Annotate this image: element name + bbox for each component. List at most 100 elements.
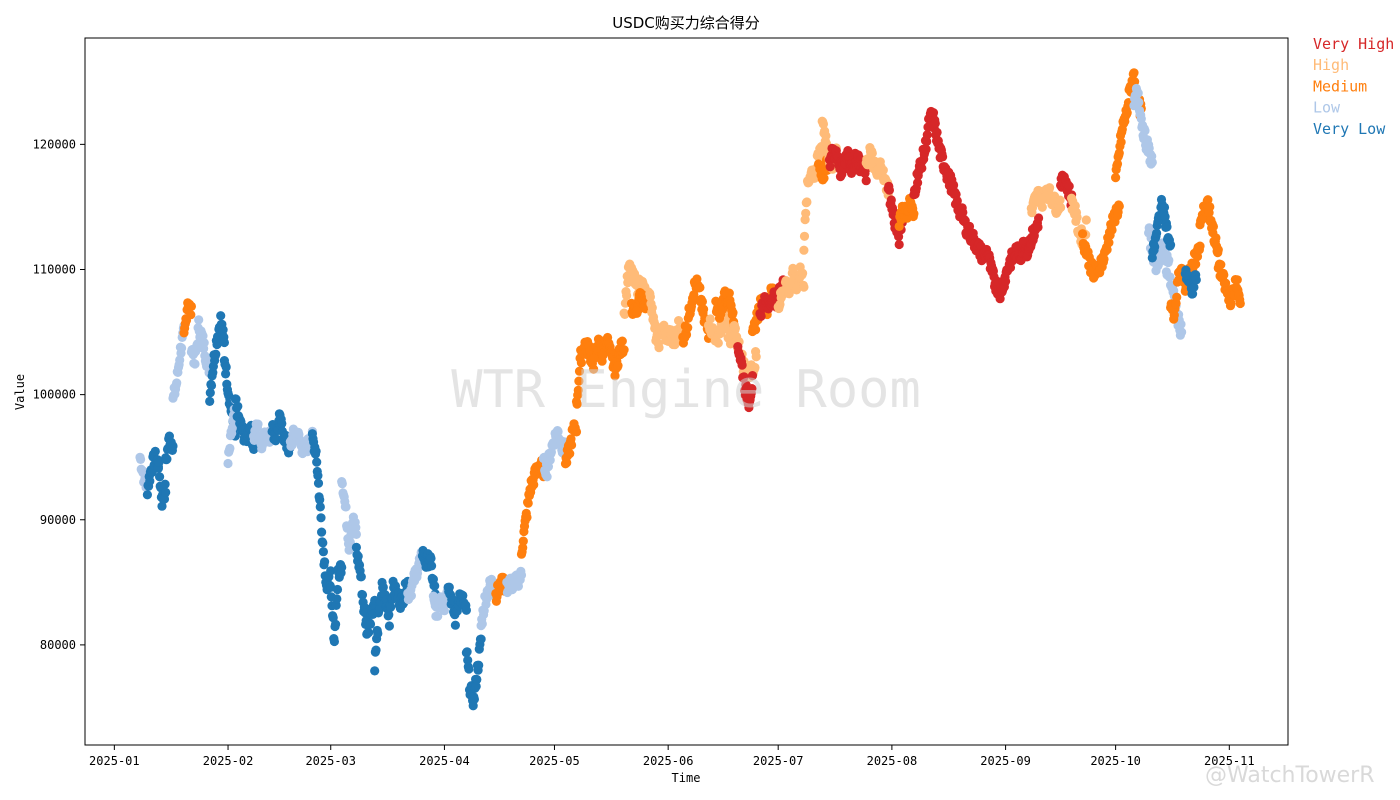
data-point-medium	[728, 308, 738, 318]
data-point-high	[730, 323, 741, 333]
data-point-low	[1176, 319, 1186, 329]
data-point-high	[705, 314, 715, 324]
data-point-very-low	[332, 584, 343, 595]
data-point-very-low	[461, 605, 471, 615]
legend-item-low: Low	[1313, 99, 1341, 117]
data-point-medium	[1203, 195, 1213, 205]
data-point-medium	[1213, 245, 1223, 255]
data-point-very-low	[331, 619, 341, 629]
data-point-very-low	[318, 538, 328, 548]
data-point-medium	[1111, 173, 1121, 183]
y-tick-label: 120000	[33, 137, 76, 151]
data-point-very-low	[337, 562, 347, 573]
data-point-medium	[697, 296, 708, 307]
x-tick-label: 2025-07	[753, 754, 804, 768]
data-point-low	[194, 315, 204, 325]
data-point-very-low	[370, 666, 380, 676]
data-point-very-low	[444, 582, 454, 592]
data-point-very-low	[161, 487, 171, 497]
data-point-very-low	[426, 553, 436, 564]
data-point-very-low	[221, 369, 231, 379]
data-point-medium	[1219, 270, 1229, 280]
data-point-low	[406, 591, 416, 601]
data-point-medium	[1211, 233, 1221, 243]
y-tick-label: 110000	[33, 262, 76, 276]
data-point-very-high	[922, 130, 932, 140]
data-point-very-high	[958, 207, 968, 217]
data-point-high	[725, 332, 735, 342]
data-point-low	[227, 423, 237, 433]
data-point-medium	[617, 336, 627, 346]
data-point-very-low	[378, 582, 388, 592]
data-point-medium	[574, 376, 584, 386]
data-point-medium	[1226, 298, 1236, 309]
data-point-medium	[573, 385, 583, 395]
data-point-high	[1072, 212, 1082, 222]
data-point-very-high	[886, 195, 896, 205]
watermark-text: WTR Engine Room	[451, 360, 921, 420]
data-point-high	[1045, 183, 1055, 193]
y-axis-ticks: 80000 90000 100000 110000 120000	[33, 137, 85, 652]
data-point-very-low	[1150, 242, 1160, 252]
x-tick-label: 2025-10	[1090, 754, 1141, 768]
data-point-low	[172, 378, 182, 388]
x-tick-label: 2025-08	[867, 754, 918, 768]
data-point-medium	[565, 449, 575, 459]
legend-item-high: High	[1313, 56, 1349, 74]
data-point-very-low	[386, 602, 396, 612]
data-point-very-low	[150, 446, 160, 456]
data-point-very-low	[462, 647, 472, 657]
data-point-medium	[1191, 259, 1201, 269]
data-point-medium	[529, 480, 539, 490]
y-tick-label: 80000	[40, 638, 76, 652]
data-point-medium	[571, 427, 582, 437]
data-point-very-low	[471, 681, 481, 692]
data-point-very-low	[464, 664, 474, 674]
data-point-very-low	[168, 441, 178, 451]
data-point-very-low	[316, 513, 326, 523]
data-point-low	[344, 545, 354, 555]
data-point-high	[645, 292, 656, 302]
data-point-very-high	[884, 185, 895, 195]
data-point-very-high	[932, 127, 942, 137]
data-point-very-low	[384, 610, 394, 620]
data-point-very-low	[351, 542, 361, 553]
data-point-medium	[567, 440, 577, 450]
data-point-low	[199, 338, 209, 348]
data-point-medium	[1112, 159, 1123, 169]
data-point-very-low	[231, 394, 241, 404]
data-point-very-low	[311, 446, 321, 456]
data-point-very-low	[1152, 228, 1162, 238]
data-point-medium	[1114, 148, 1124, 158]
x-tick-label: 2025-11	[1204, 754, 1255, 768]
y-tick-label: 90000	[40, 513, 76, 527]
data-point-low	[433, 611, 443, 621]
data-point-very-low	[476, 634, 486, 644]
data-point-very-low	[472, 674, 482, 685]
data-point-medium	[518, 536, 528, 546]
data-point-very-low	[160, 479, 170, 489]
data-point-medium	[1102, 245, 1112, 255]
data-point-high	[798, 268, 808, 278]
data-point-very-high	[756, 311, 766, 321]
data-point-low	[341, 502, 351, 512]
data-point-very-low	[154, 457, 164, 467]
data-point-high	[799, 245, 809, 255]
data-point-very-high	[1001, 276, 1011, 286]
data-point-medium	[695, 282, 705, 293]
legend-item-very-low: Very Low	[1313, 120, 1386, 138]
data-point-very-high	[1034, 213, 1044, 223]
data-point-very-low	[357, 590, 368, 600]
data-point-very-high	[949, 180, 959, 190]
data-point-very-high	[1064, 181, 1074, 191]
data-point-high	[620, 309, 630, 319]
data-point-low	[1147, 157, 1157, 167]
data-point-very-low	[233, 401, 243, 411]
data-point-high	[799, 282, 809, 292]
data-point-medium	[751, 325, 761, 335]
data-point-very-low	[450, 620, 460, 630]
corner-watermark: @WatchTowerR	[1205, 763, 1375, 788]
data-point-medium	[576, 358, 587, 368]
data-point-very-low	[1166, 240, 1176, 250]
data-point-low	[477, 619, 487, 629]
